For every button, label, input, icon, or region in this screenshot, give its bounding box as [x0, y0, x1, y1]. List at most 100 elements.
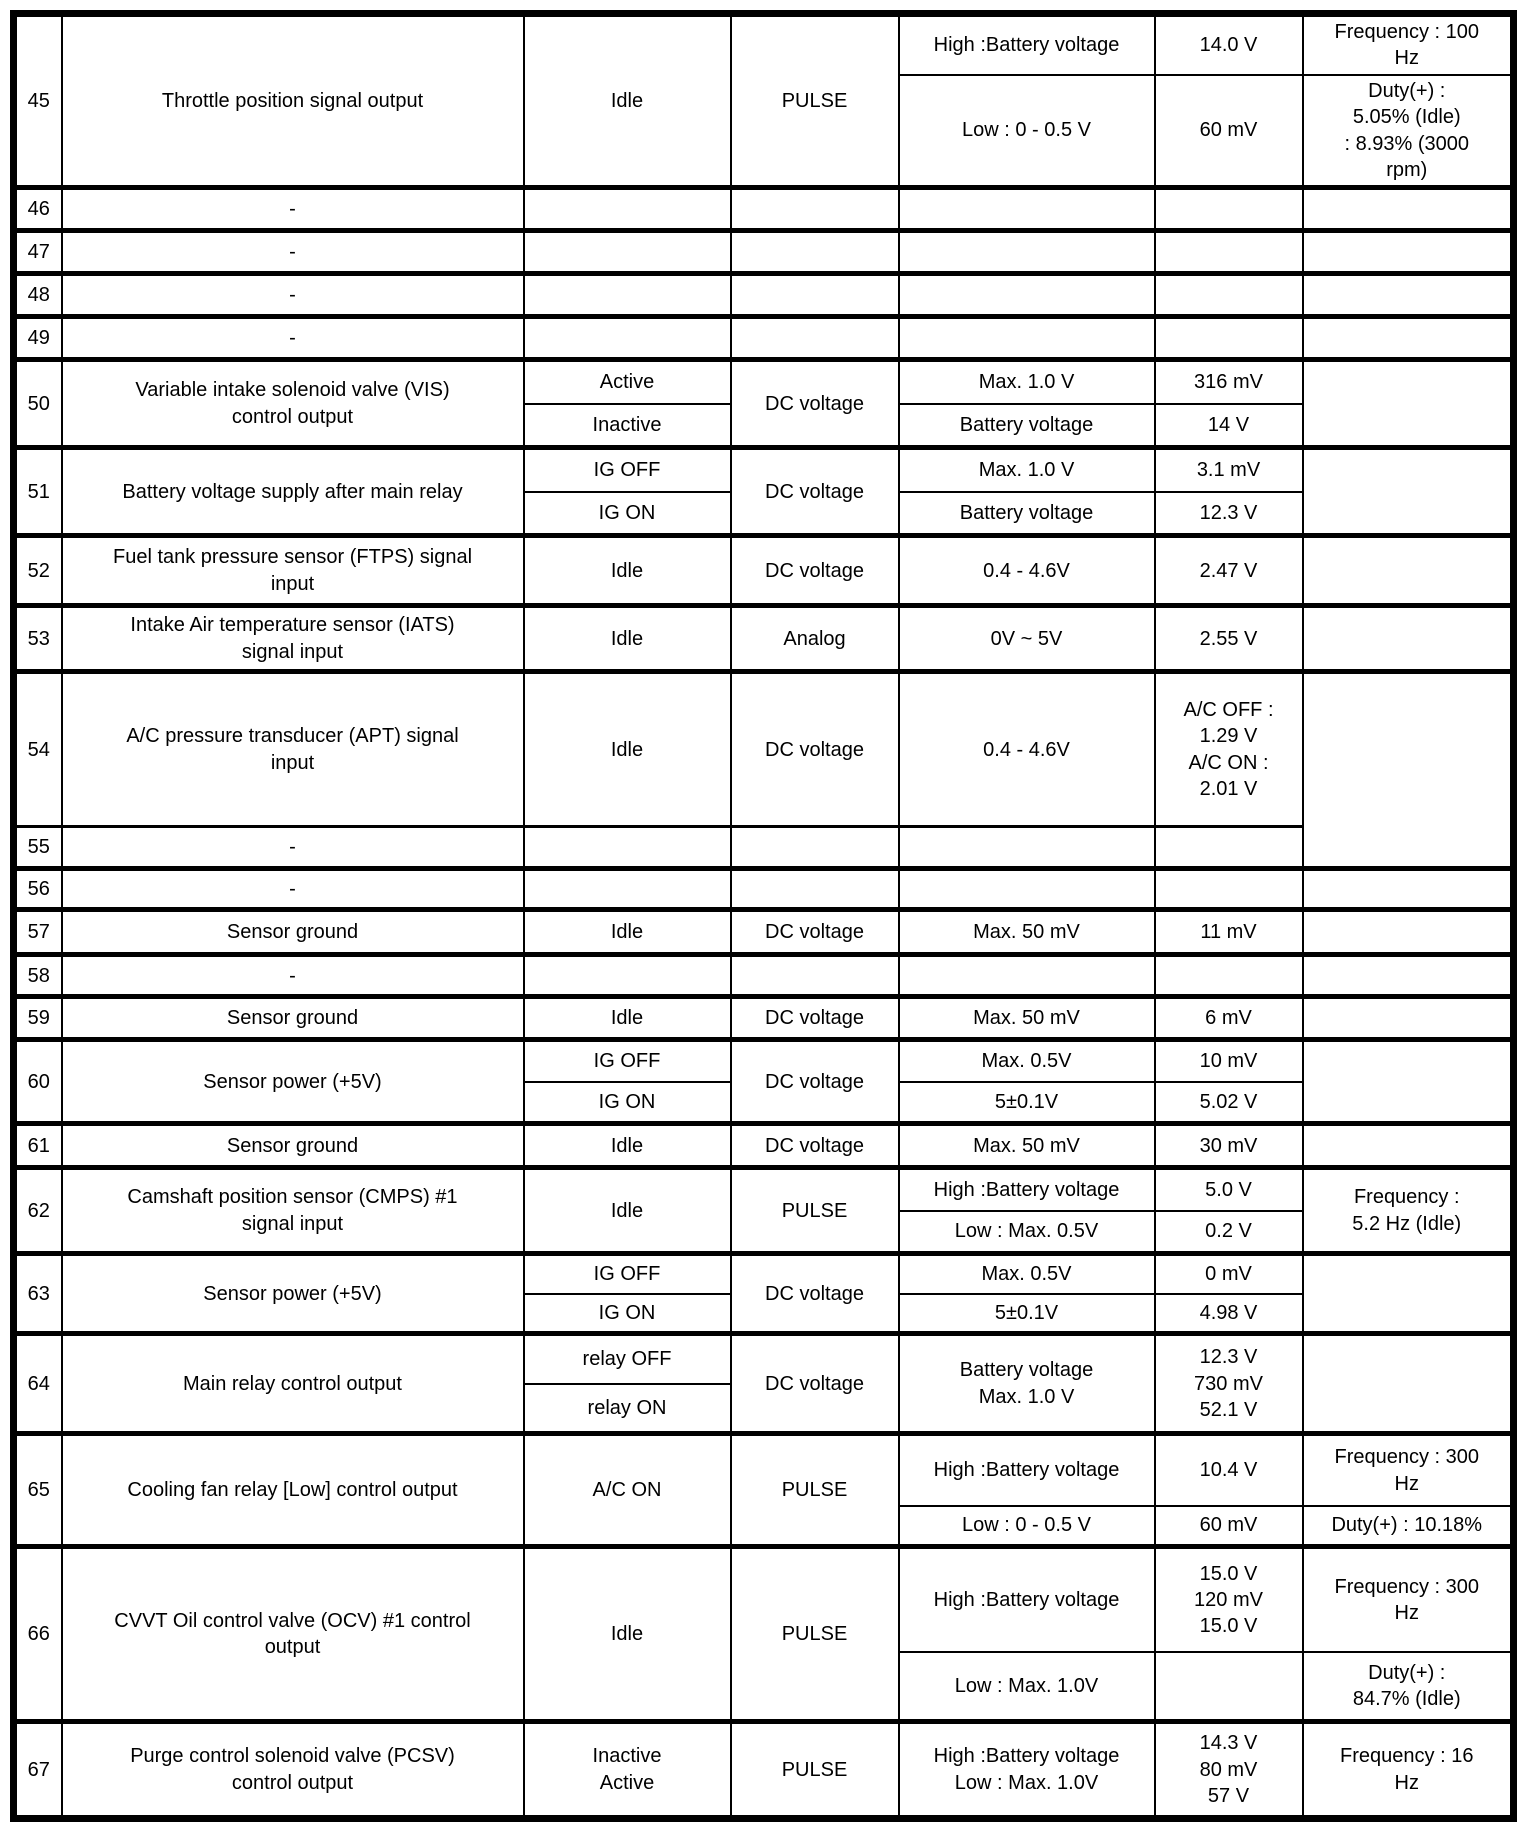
measured-value [1153, 314, 1304, 361]
signal-description: - [60, 825, 525, 870]
measured-value: 4.98 V [1153, 1292, 1304, 1335]
table-row: 57 Sensor ground Idle DC voltage Max. 50… [12, 907, 1515, 956]
measured-value [1153, 825, 1304, 870]
measurement-type: PULSE [729, 1544, 900, 1723]
specification: Max. 0.5V [897, 1251, 1156, 1295]
note [1301, 1121, 1515, 1169]
pin-number: 53 [12, 603, 63, 673]
measurement-type [729, 228, 900, 275]
table-row: 52 Fuel tank pressure sensor (FTPS) sign… [12, 533, 1515, 607]
pin-number: 49 [12, 314, 63, 361]
table-row: 46 - [12, 185, 1515, 232]
note: Duty(+) : 84.7% (Idle) [1301, 1650, 1515, 1723]
condition: Inactive [522, 402, 732, 449]
pin-number: 55 [12, 825, 63, 870]
pin-number: 58 [12, 952, 63, 998]
table-row: 47 - [12, 228, 1515, 275]
measurement-type: DC voltage [729, 533, 900, 607]
condition [522, 228, 732, 275]
condition [522, 185, 732, 232]
measurement-type [729, 866, 900, 911]
specification: Max. 50 mV [897, 907, 1156, 956]
pin-number: 45 [12, 12, 63, 189]
measurement-type [729, 952, 900, 998]
specification: 0.4 - 4.6V [897, 669, 1156, 828]
note [1301, 907, 1515, 956]
pin-number: 67 [12, 1719, 63, 1820]
condition: relay ON [522, 1382, 732, 1435]
note: Frequency : 5.2 Hz (Idle) [1301, 1165, 1515, 1255]
pin-number: 62 [12, 1165, 63, 1255]
table-row: 61 Sensor ground Idle DC voltage Max. 50… [12, 1121, 1515, 1169]
specification: High :Battery voltage [897, 1544, 1156, 1653]
specification: High :Battery voltage Low : Max. 1.0V [897, 1719, 1156, 1820]
measured-value: 12.3 V 730 mV 52.1 V [1153, 1331, 1304, 1435]
note [1301, 866, 1515, 911]
signal-description: Throttle position signal output [60, 12, 525, 189]
condition: IG OFF [522, 1251, 732, 1295]
signal-description: Cooling fan relay [Low] control output [60, 1431, 525, 1548]
table-row: 60 Sensor power (+5V) IG OFF DC voltage … [12, 1037, 1515, 1125]
specification [897, 314, 1156, 361]
measurement-type: DC voltage [729, 1251, 900, 1335]
measured-value: 60 mV [1153, 73, 1304, 189]
table-row: 67 Purge control solenoid valve (PCSV) c… [12, 1719, 1515, 1820]
table-row: 58 - [12, 952, 1515, 998]
signal-description: Variable intake solenoid valve (VIS) con… [60, 357, 525, 449]
table-row: 50 Variable intake solenoid valve (VIS) … [12, 357, 1515, 449]
pin-number: 64 [12, 1331, 63, 1435]
table-subrow: Low : Max. 1.0V Duty(+) : 84.7% (Idle) [14, 1650, 1515, 1723]
ecu-pin-signal-table: 45 Throttle position signal output Idle … [10, 10, 1517, 1823]
specification: Low : Max. 1.0V [897, 1650, 1156, 1723]
signal-description: CVVT Oil control valve (OCV) #1 control … [60, 1544, 525, 1723]
condition: IG ON [522, 1080, 732, 1125]
condition: Idle [522, 994, 732, 1041]
specification: Low : 0 - 0.5 V [897, 73, 1156, 189]
signal-description: Battery voltage supply after main relay [60, 445, 525, 537]
note [1301, 603, 1515, 673]
specification: 0V ~ 5V [897, 603, 1156, 673]
note [1301, 952, 1515, 998]
measurement-type: PULSE [729, 12, 900, 189]
specification: Battery voltage [897, 490, 1156, 537]
measurement-type: PULSE [729, 1431, 900, 1548]
specification: 0.4 - 4.6V [897, 533, 1156, 607]
specification: High :Battery voltage [897, 1165, 1156, 1212]
table-subrow: IG ON 5±0.1V 5.02 V [14, 1080, 1514, 1125]
pin-number: 60 [12, 1037, 63, 1125]
measured-value: 10 mV [1153, 1037, 1304, 1083]
table-subrow: IG ON Battery voltage 12.3 V [14, 490, 1514, 537]
pin-number: 48 [12, 271, 63, 318]
condition: Idle [522, 12, 732, 189]
table-row: 51 Battery voltage supply after main rel… [12, 445, 1515, 537]
condition: Idle [522, 669, 732, 828]
measured-value: 15.0 V 120 mV 15.0 V [1153, 1544, 1304, 1653]
measurement-type: DC voltage [729, 1037, 900, 1125]
pin-number: 59 [12, 994, 63, 1041]
measured-value: 0 mV [1153, 1251, 1304, 1295]
measured-value: 2.55 V [1153, 603, 1304, 673]
measurement-type: DC voltage [729, 994, 900, 1041]
signal-description: A/C pressure transducer (APT) signal inp… [60, 669, 525, 828]
table-subrow: Low : 0 - 0.5 V 60 mV Duty(+) : 5.05% (I… [14, 73, 1515, 189]
condition: Idle [522, 907, 732, 956]
table-subrow: relay ON [14, 1382, 1514, 1435]
table-row: 66 CVVT Oil control valve (OCV) #1 contr… [12, 1544, 1515, 1723]
specification: Low : Max. 0.5V [897, 1209, 1156, 1255]
signal-description: Sensor power (+5V) [60, 1037, 525, 1125]
specification: Low : 0 - 0.5 V [897, 1504, 1156, 1548]
measured-value: A/C OFF : 1.29 V A/C ON : 2.01 V [1153, 669, 1304, 828]
measured-value: 30 mV [1153, 1121, 1304, 1169]
table-subrow: Inactive Battery voltage 14 V [14, 402, 1514, 449]
specification [897, 185, 1156, 232]
condition: relay OFF [522, 1331, 732, 1385]
signal-description: - [60, 952, 525, 998]
measured-value [1153, 271, 1304, 318]
measurement-type: PULSE [729, 1719, 900, 1820]
measurement-type: DC voltage [729, 907, 900, 956]
measured-value: 14.3 V 80 mV 57 V [1153, 1719, 1304, 1820]
table-subrow: Low : Max. 0.5V 0.2 V [14, 1209, 1514, 1255]
measured-value: 2.47 V [1153, 533, 1304, 607]
condition: Idle [522, 1165, 732, 1255]
